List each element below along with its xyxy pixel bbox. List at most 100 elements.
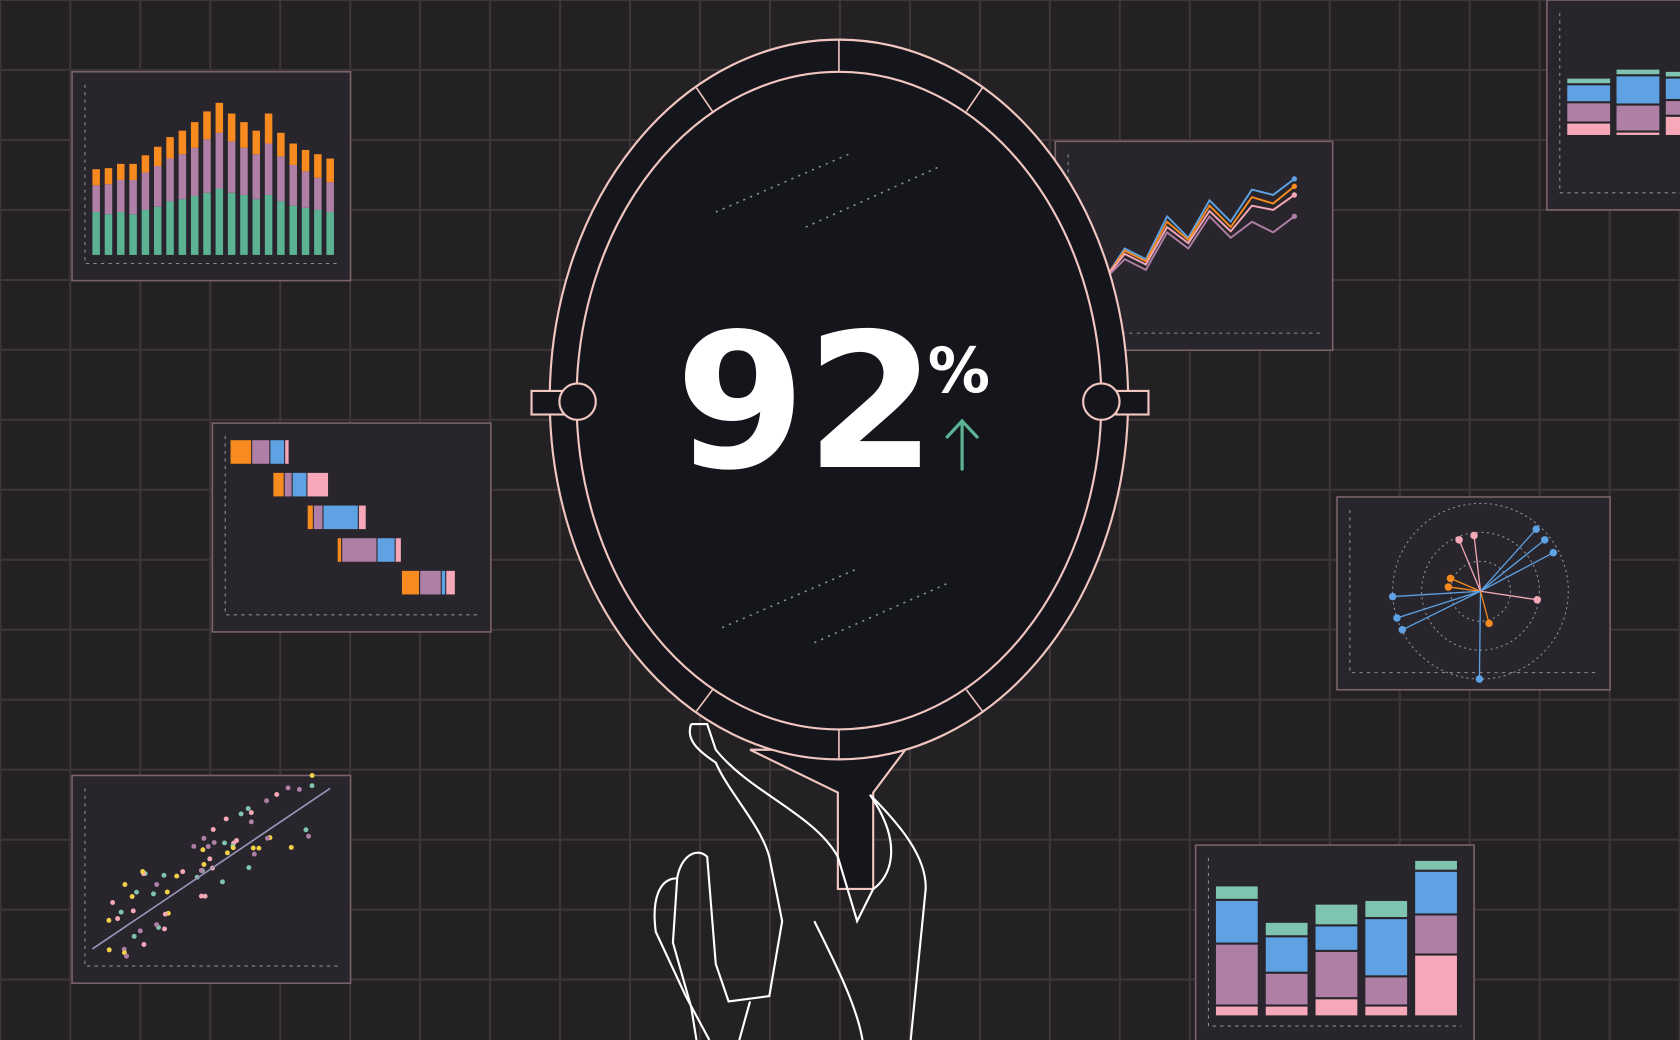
bar-segment: [1365, 1006, 1408, 1016]
scatter-point: [191, 843, 197, 849]
bottom-stacked-bar-panel: [1194, 844, 1475, 1040]
radial-point: [1485, 619, 1493, 628]
radial-ring: [1392, 502, 1569, 680]
bar-segment: [289, 164, 297, 206]
bar-segment: [1265, 937, 1308, 972]
bar-segment: [289, 205, 297, 255]
bar-segment: [1265, 973, 1308, 1005]
panel-frame: [71, 774, 352, 985]
scatter-point: [201, 835, 207, 841]
scatter-point: [246, 865, 252, 871]
scatter-point: [106, 917, 112, 923]
bar-segment: [1315, 951, 1358, 998]
scatter-point: [222, 840, 228, 846]
scatter-point: [250, 845, 256, 851]
scatter-point: [131, 933, 137, 939]
trend-up-arrow-icon: [945, 418, 979, 471]
bar-segment: [252, 199, 261, 255]
gantt-bar: [401, 570, 420, 595]
panel-axis: [1207, 857, 1462, 1027]
bar-segment: [1215, 886, 1258, 899]
bar-segment: [203, 111, 211, 140]
scatter-point: [124, 953, 130, 959]
gantt-bar: [441, 570, 446, 595]
bar-segment: [129, 214, 137, 255]
series-line: [1102, 194, 1295, 282]
bar-segment: [92, 169, 100, 186]
radial-spoke: [1480, 528, 1537, 592]
bar-segment: [215, 188, 224, 255]
series-line: [1102, 185, 1295, 282]
bar-segment: [264, 143, 273, 195]
top-right-bar-panel: [1546, 0, 1680, 211]
scatter-point: [238, 811, 244, 817]
gantt-bar: [323, 505, 358, 530]
gantt-bar: [420, 570, 441, 595]
scatter-point: [274, 792, 280, 797]
bar-segment: [1665, 71, 1680, 77]
bar-segment: [215, 102, 224, 133]
radial-spoke: [1396, 590, 1481, 619]
scatter-point: [248, 810, 254, 816]
bar-segment: [117, 212, 125, 255]
bar-segment: [277, 156, 285, 202]
bar-segment: [141, 172, 150, 210]
scatter-point: [200, 847, 206, 853]
radial-point: [1398, 626, 1407, 634]
gantt-bar: [377, 538, 395, 562]
scatter-point: [140, 869, 146, 874]
radial-point: [1549, 548, 1558, 557]
scatter-point: [309, 783, 315, 789]
bar-segment: [92, 212, 100, 255]
scatter-point: [164, 889, 170, 895]
bar-segment: [203, 192, 211, 255]
radial-point: [1388, 592, 1397, 601]
bar-segment: [104, 214, 113, 255]
bar-segment: [252, 154, 261, 200]
gantt-bar: [342, 538, 377, 562]
series-end-point: [1291, 213, 1298, 220]
scatter-point: [234, 838, 240, 843]
bar-segment: [153, 146, 162, 167]
bar-segment: [190, 196, 199, 255]
radial-point: [1444, 583, 1453, 591]
bar-segment: [1365, 919, 1408, 976]
gantt-bar: [230, 440, 252, 464]
series-end-point: [1291, 183, 1298, 190]
radial-point: [1475, 675, 1484, 683]
mini-chart-panels: [71, 0, 1680, 1040]
scatter-panel: [71, 772, 352, 985]
bar-segment: [252, 130, 261, 155]
scatter-point: [180, 869, 186, 875]
scatter-point: [122, 882, 128, 887]
bar-segment: [326, 158, 334, 183]
scatter-point: [210, 826, 216, 832]
radial-point: [1393, 614, 1401, 622]
scatter-point: [154, 882, 160, 887]
bar-segment: [1415, 955, 1457, 1016]
bar-segment: [1567, 85, 1611, 102]
bar-segment: [1265, 1006, 1308, 1016]
radial-spoke: [1480, 539, 1546, 592]
bar-segment: [1616, 105, 1660, 131]
bar-segment: [129, 163, 137, 180]
bar-segment: [1616, 76, 1660, 104]
panel-axis: [1349, 509, 1598, 674]
radial-point: [1533, 596, 1542, 604]
gantt-bar: [337, 538, 342, 562]
gantt-bar: [307, 505, 313, 530]
bar-segment: [1215, 944, 1258, 1005]
scatter-point: [207, 856, 213, 862]
metric-value: 92: [675, 294, 936, 512]
bar-segment: [314, 209, 322, 255]
bar-segment: [178, 130, 187, 155]
gantt-bar: [292, 472, 307, 497]
bar-segment: [227, 113, 236, 142]
bar-segment: [1315, 904, 1358, 925]
bar-segment: [227, 192, 236, 255]
radial-spoke: [1480, 552, 1554, 592]
bar-segment: [264, 113, 273, 144]
radial-spoke: [1402, 590, 1481, 631]
bar-segment: [166, 137, 174, 159]
